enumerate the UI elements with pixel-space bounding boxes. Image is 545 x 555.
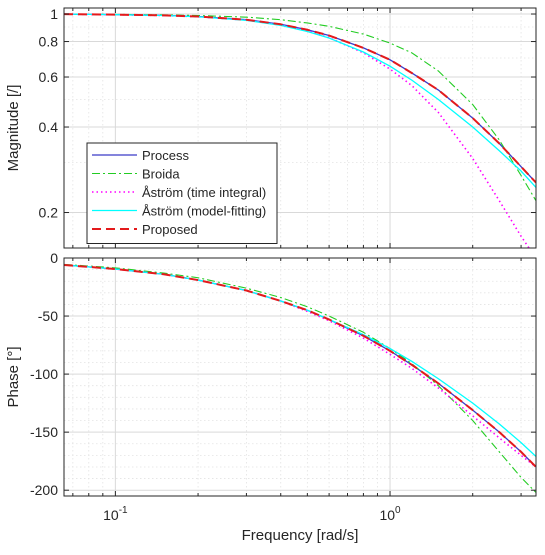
y-tick-label: 0.8 [39,34,59,50]
legend-label: Proposed [142,222,198,237]
y-tick-label: 1 [50,6,58,22]
y-axis-label: Magnitude [/] [5,85,22,172]
series-line-phase-4 [64,263,536,468]
legend-label: Åström (model-fitting) [142,204,266,219]
y-tick-label: -50 [38,308,58,324]
y-tick-label: -100 [30,366,58,382]
x-tick-label: 10-1 [103,505,128,523]
legend-label: Åström (time integral) [142,185,266,200]
legend-label: Broida [142,167,180,182]
plot-area-phase [64,258,536,496]
y-tick-label: 0 [50,250,58,266]
series-line-phase-1 [64,263,536,493]
y-axis-label: Phase [°] [5,346,22,407]
series-group-phase [64,263,536,493]
y-tick-label: 0.4 [39,119,59,135]
x-axis-label: Frequency [rad/s] [242,527,359,544]
y-tick-label: 0.2 [39,205,59,221]
series-line-magnitude-4 [64,13,536,184]
legend-label: Process [142,148,189,163]
legend-box [86,142,278,244]
axes-frame-phase [63,257,537,497]
axes-frame-magnitude [63,7,537,249]
y-tick-label: -200 [30,482,58,498]
series-group-magnitude [64,13,536,248]
y-tick-label: -150 [30,424,58,440]
y-tick-label: 0.6 [39,69,59,85]
x-tick-label: 100 [379,505,401,523]
